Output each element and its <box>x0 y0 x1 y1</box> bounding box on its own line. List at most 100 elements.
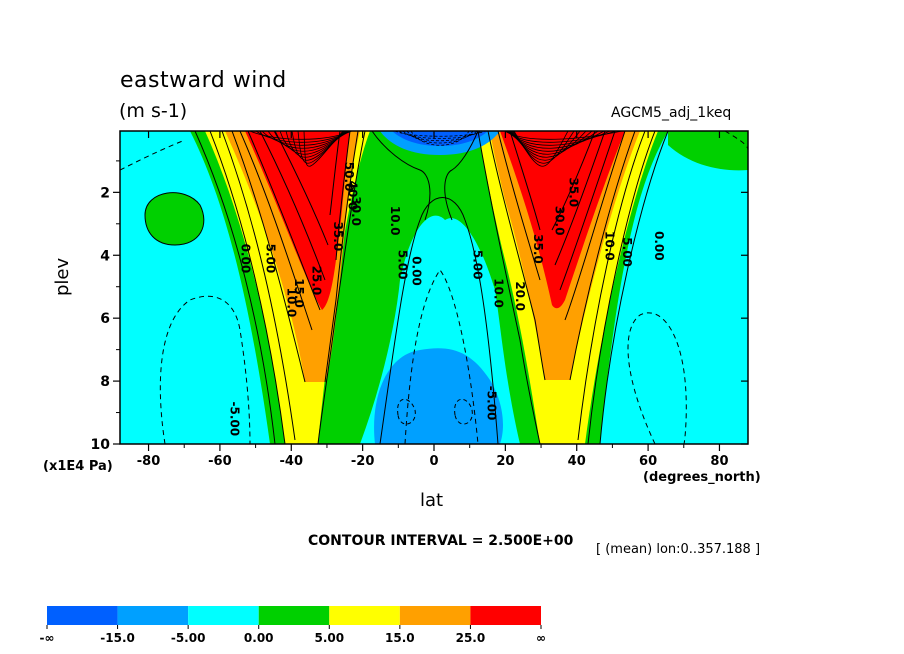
y-axis-ticks: 2 4 6 8 10 <box>91 160 748 453</box>
contour-line-equator-0 <box>379 197 499 444</box>
contour-line-north-30 <box>554 131 606 266</box>
y-tick-label: 6 <box>100 311 110 327</box>
x-tick-label: 20 <box>496 454 514 469</box>
contour-label: 5.00 <box>620 237 634 267</box>
contour-line-south-inner-25 <box>335 131 351 261</box>
contour-line-north-15 <box>569 131 636 381</box>
x-axis-unit: (degrees_north) <box>643 470 761 485</box>
colorbar-swatch <box>399 606 471 625</box>
contour-label: 0.00 <box>652 231 666 261</box>
contour-line-layer <box>120 131 748 444</box>
contour-label: 10.0 <box>388 206 402 236</box>
x-tick-label: -60 <box>208 454 232 469</box>
colorbar-swatch <box>117 606 189 625</box>
contour-line-south-30 <box>259 131 326 281</box>
y-tick-label: 10 <box>91 437 111 453</box>
x-tick-label: 0 <box>429 454 438 469</box>
contour-line-south-10 <box>221 131 296 441</box>
contour-label: 0.00 <box>410 256 424 286</box>
contour-label: 5.00 <box>263 244 277 274</box>
contour-line-south-inner-35 <box>329 131 341 216</box>
contour-line-neg-equator-cell-s <box>397 398 416 425</box>
mean-note: [ (mean) lon:0..357.188 ] <box>596 542 761 557</box>
contour-label: 35.0 <box>531 234 545 264</box>
x-tick-label: 80 <box>710 454 728 469</box>
contour-line-blob-south <box>144 192 205 246</box>
band-0-to-5-north-edge <box>668 131 748 171</box>
contour-label: 35.0 <box>567 178 581 208</box>
colorbar-swatch <box>258 606 330 625</box>
colorbar-swatch <box>470 606 541 625</box>
contour-line-north-inner-15 <box>487 131 546 381</box>
contour-label: 10.0 <box>285 288 299 318</box>
colorbar-label: ∞ <box>536 631 546 645</box>
y-tick-label: 2 <box>100 185 110 201</box>
chart-units: (m s-1) <box>119 100 188 122</box>
dense-contour-equator <box>398 131 482 139</box>
colorbar-label: -15.0 <box>100 631 135 645</box>
band-0-to-5-blob-south <box>145 192 204 245</box>
contour-interval: CONTOUR INTERVAL = 2.500E+00 <box>308 533 574 549</box>
contour-line-north-35 <box>551 131 596 231</box>
colorbar-label: -∞ <box>40 631 55 645</box>
colorbar-label: 25.0 <box>456 631 486 645</box>
contour-line-north-25 <box>559 131 616 291</box>
contour-label: 50.0 <box>342 162 356 192</box>
contour-line-north-10 <box>577 131 646 441</box>
contour-label: 25.0 <box>310 266 324 296</box>
contour-line-neg-equator-cell-n <box>454 398 473 425</box>
y-tick-label: 8 <box>100 374 110 390</box>
colorbar-label: 15.0 <box>385 631 415 645</box>
colorbar-swatch <box>47 606 118 625</box>
x-axis-ticks: -80 -60 -40 -20 0 20 40 60 80 <box>137 131 729 469</box>
dense-contour-equator <box>402 131 478 142</box>
y-axis-unit: (x1E4 Pa) <box>43 459 113 474</box>
contour-line-south-20 <box>239 131 313 331</box>
contour-line-north-20 <box>564 131 626 321</box>
contour-line-south-25 <box>247 131 321 311</box>
x-axis-label: lat <box>420 490 444 511</box>
colorbar-label: 0.00 <box>244 631 274 645</box>
band-above-25-north <box>500 131 625 309</box>
contour-label: 0.00 <box>238 244 252 274</box>
colorbar-swatch <box>329 606 400 625</box>
x-tick-label: -20 <box>351 454 375 469</box>
dense-contour-equator <box>406 131 474 144</box>
dense-contour-lines <box>249 131 623 167</box>
colorbar: -∞ -15.0 -5.00 0.00 5.00 15.0 25.0 ∞ <box>40 606 546 645</box>
contour-line-south-15 <box>231 131 306 383</box>
colorbar-label: -5.00 <box>171 631 206 645</box>
x-tick-label: 40 <box>568 454 586 469</box>
contour-line-south-35 <box>274 131 329 246</box>
contour-line-north-inner-35 <box>509 131 541 231</box>
contour-label: 20.0 <box>513 281 527 311</box>
contour-line-neg-south <box>159 295 251 444</box>
contour-label: 30.0 <box>552 206 566 236</box>
contour-line-equator-5-n <box>444 131 479 221</box>
contour-line-south-inner-15 <box>324 131 359 383</box>
contour-line-north-inner-25 <box>497 131 541 281</box>
dense-contour-equator <box>410 131 470 146</box>
contour-line-equator-5-s <box>371 131 431 221</box>
contour-line-south-0 <box>194 131 276 444</box>
contour-label: 30.0 <box>349 196 363 226</box>
dense-contour-north <box>513 131 569 167</box>
contour-line-south-5 <box>209 131 286 444</box>
x-tick-label: 60 <box>639 454 657 469</box>
colorbar-swatch <box>188 606 259 625</box>
dense-contour-south <box>303 131 344 167</box>
contour-label: -5.00 <box>228 402 242 437</box>
contour-label: 5.00 <box>470 250 484 280</box>
y-tick-label: 4 <box>100 248 110 264</box>
contour-label: 10.0 <box>492 278 506 308</box>
contour-label: -5.00 <box>485 386 499 421</box>
band-above-25-south <box>245 131 350 310</box>
contour-line-neg-upper-south <box>120 139 186 171</box>
dense-contour-equator <box>394 131 486 137</box>
contour-label: 35.0 <box>331 222 345 252</box>
contour-line-north-inner-5 <box>477 131 541 444</box>
contour-line-south-inner-5 <box>317 131 366 444</box>
contour-label: 15.0 <box>292 278 306 308</box>
